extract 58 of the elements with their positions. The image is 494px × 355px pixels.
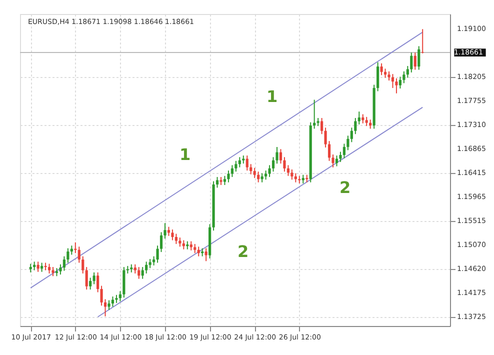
candlestick bbox=[418, 46, 420, 70]
candlestick bbox=[52, 266, 54, 277]
candlestick bbox=[85, 266, 88, 290]
candlestick bbox=[160, 232, 163, 253]
candlestick bbox=[410, 52, 413, 73]
candlestick bbox=[174, 233, 178, 244]
candlestick bbox=[194, 243, 196, 254]
candlestick bbox=[238, 156, 241, 168]
candlestick bbox=[216, 176, 219, 188]
candlestick bbox=[253, 167, 256, 179]
candlestick bbox=[141, 266, 144, 280]
candlestick bbox=[223, 175, 226, 186]
annotation: 2 bbox=[237, 242, 249, 261]
candlestick bbox=[230, 164, 234, 178]
candlestick bbox=[342, 143, 346, 159]
candlestick bbox=[171, 229, 174, 241]
candlestick bbox=[398, 76, 402, 90]
candlestick bbox=[82, 256, 84, 274]
candlestick bbox=[346, 135, 350, 151]
candlestick bbox=[283, 156, 286, 172]
candlestick bbox=[246, 155, 248, 172]
candlestick bbox=[74, 242, 77, 254]
candlestick bbox=[48, 263, 51, 274]
candlestick bbox=[358, 111, 360, 125]
candlestick bbox=[395, 78, 398, 94]
candlestick bbox=[111, 296, 114, 308]
candlestick bbox=[197, 246, 200, 257]
candlestick bbox=[279, 148, 282, 164]
candlestick bbox=[92, 272, 96, 285]
candlestick bbox=[204, 248, 208, 262]
candlestick bbox=[156, 245, 159, 264]
annotation: 1 bbox=[266, 87, 278, 106]
candlestick bbox=[335, 155, 338, 167]
candlestick bbox=[89, 277, 92, 290]
annotation: 2 bbox=[339, 178, 351, 197]
candlestick bbox=[365, 116, 368, 127]
candlestick bbox=[328, 140, 331, 162]
candlestick bbox=[62, 256, 66, 272]
candlestick bbox=[78, 246, 80, 264]
candlestick bbox=[402, 70, 406, 84]
candlestick bbox=[350, 127, 353, 143]
candlestick bbox=[108, 300, 110, 310]
candlestick bbox=[268, 164, 271, 178]
candlestick bbox=[354, 118, 357, 135]
candlestick bbox=[234, 160, 238, 172]
annotation: 1 bbox=[179, 145, 191, 164]
candlestick bbox=[36, 261, 40, 272]
candlestick bbox=[414, 52, 416, 70]
candlestick bbox=[376, 62, 380, 92]
candlestick bbox=[148, 258, 152, 269]
candlestick bbox=[406, 66, 409, 78]
candlestick bbox=[290, 168, 294, 180]
candlestick bbox=[380, 62, 383, 76]
candlestick bbox=[118, 290, 122, 302]
candlestick bbox=[138, 266, 140, 280]
candlestick bbox=[66, 248, 70, 264]
candlestick bbox=[250, 164, 252, 175]
candlestick bbox=[272, 156, 275, 172]
